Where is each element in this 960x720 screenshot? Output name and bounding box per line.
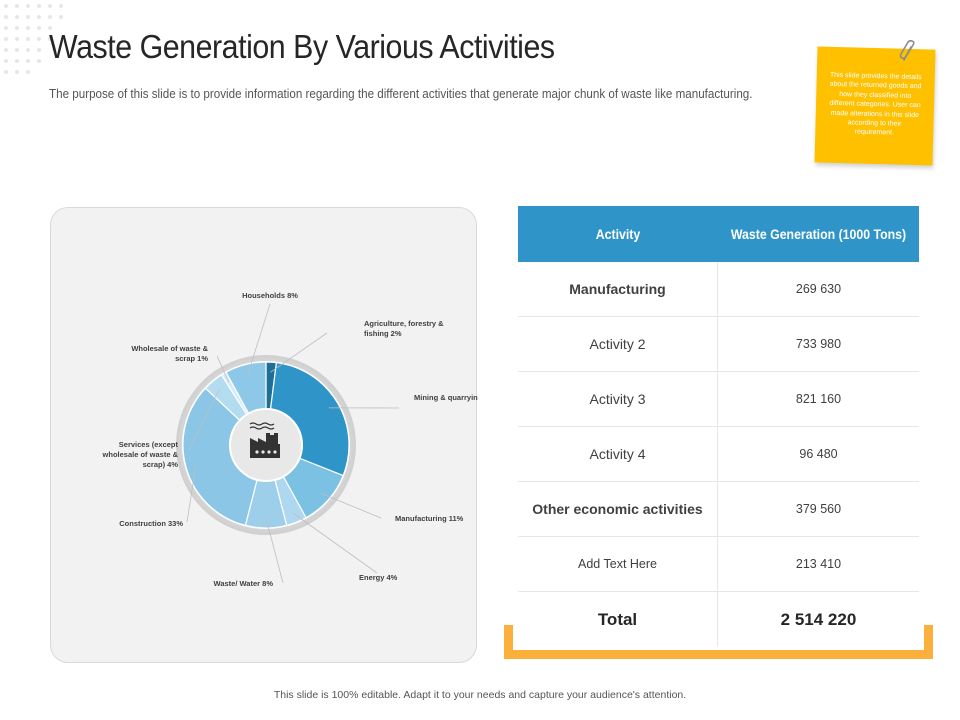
footer-note: This slide is 100% editable. Adapt it to… [273,689,687,701]
leader-line [247,303,271,375]
slice-label: Mining & quarrying 29% [414,393,478,402]
header-waste-generation: Waste Generation (1000 Tons) [730,226,907,242]
leader-line [292,512,378,574]
table-header: Activity Waste Generation (1000 Tons) [518,206,919,262]
slice-label: Agriculture, forestry & fishing 2% [364,319,444,338]
slice-label: Construction 33% [119,519,183,528]
leader-line [320,492,382,519]
table-accent-bracket [504,625,933,659]
table-row: Activity 3 821 160 [518,372,919,427]
factory-icon [249,422,280,458]
slice-label: Wholesale of waste & scrap 1% [131,344,208,363]
row-activity: Add Text Here [518,537,718,591]
leader-line [186,465,197,523]
header-activity: Activity [595,226,641,242]
total-value: 2 514 220 [780,609,857,629]
paperclip-icon [899,40,915,61]
row-value: 269 630 [795,282,842,296]
table-row: Add Text Here 213 410 [518,537,919,592]
leader-line [270,332,328,373]
table-row: Manufacturing 269 630 [518,262,919,317]
row-activity: Manufacturing [518,262,718,316]
leader-line [265,517,284,584]
row-activity: Activity 2 [518,317,718,371]
slice-label: Manufacturing 11% [395,514,464,523]
leader-line [188,388,220,451]
sticky-note-text: This slide provides the details about th… [829,71,922,137]
total-label: Total [518,592,718,647]
table-row: Other economic activities 379 560 [518,482,919,537]
slice-label: Services (except wholesale of waste & scra… [102,440,179,469]
chart-panel: Agriculture, forestry & fishing 2% Mining … [50,207,478,663]
row-activity: Other economic activities [518,482,718,536]
page-subtitle: The purpose of this slide is to provide … [49,87,753,101]
row-value: 96 480 [799,447,838,461]
row-activity: Activity 4 [518,427,718,481]
donut-chart: Agriculture, forestry & fishing 2% Mining … [102,291,478,588]
row-value: 379 560 [795,502,842,516]
row-activity: Activity 3 [518,372,718,426]
sticky-note: This slide provides the details about th… [814,46,936,166]
slice-label: Energy 4% [359,573,398,582]
row-value: 213 410 [795,557,842,571]
table-row: Activity 2 733 980 [518,317,919,372]
waste-table: Activity Waste Generation (1000 Tons) Ma… [518,206,919,647]
row-value: 821 160 [795,392,842,406]
slice-label: Households 8% [242,291,298,300]
page-title: Waste Generation By Various Activities [49,28,555,65]
row-value: 733 980 [795,337,842,351]
leader-line [216,355,230,383]
slice-label: Waste/ Water 8% [214,579,274,588]
table-total-row: Total 2 514 220 [518,592,919,647]
table-body: Manufacturing 269 630 Activity 2 733 980… [518,262,919,647]
decorative-dots [4,4,74,84]
table-row: Activity 4 96 480 [518,427,919,482]
